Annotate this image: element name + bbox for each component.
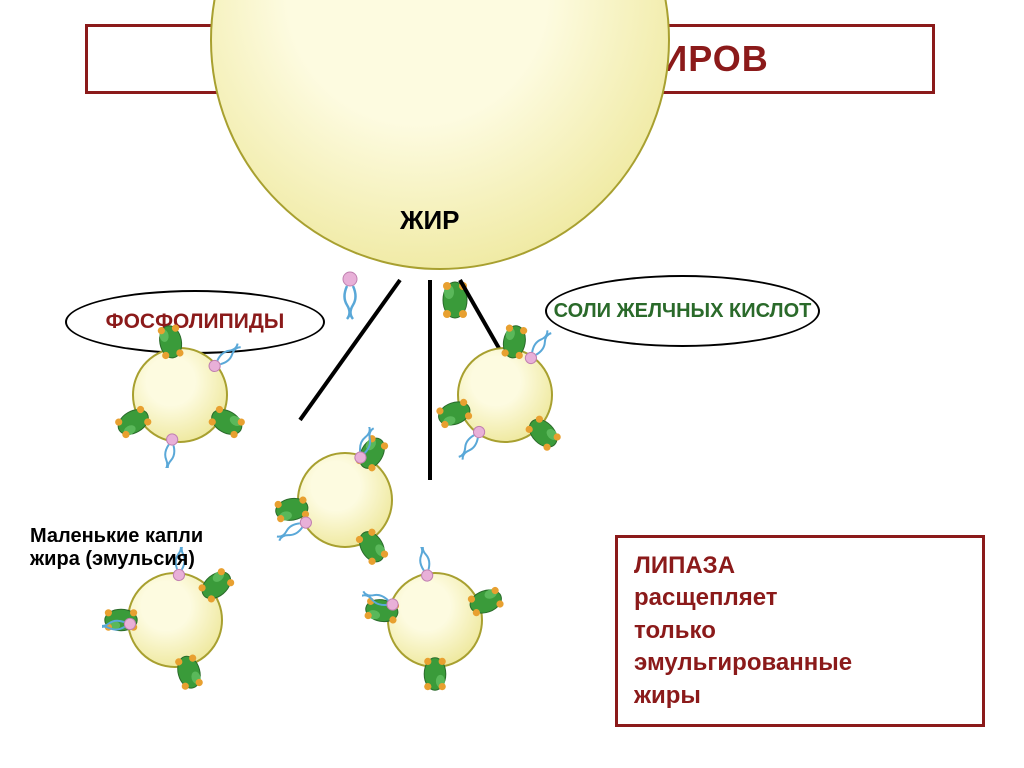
- bile-salt-label: СОЛИ ЖЕЛЧНЫХ КИСЛОТ: [545, 275, 820, 347]
- fat-label: ЖИР: [400, 205, 460, 236]
- lipase-line5: жиры: [634, 680, 966, 712]
- phospholipid-legend-icon: [330, 270, 370, 320]
- droplet: [362, 547, 508, 693]
- droplet: [432, 322, 578, 468]
- lipase-line3: только: [634, 615, 966, 647]
- droplet-decorations: [432, 322, 578, 468]
- emulsion-caption-line2: жира (эмульсия): [30, 548, 203, 571]
- droplet-decorations: [362, 547, 508, 693]
- lipase-line2: расщепляет: [634, 582, 966, 614]
- lipase-line4: эмульгированные: [634, 647, 966, 679]
- emulsion-caption-line1: Маленькие капли: [30, 525, 203, 548]
- lipase-info-box: ЛИПАЗА расщепляет только эмульгированные…: [615, 535, 985, 727]
- bile-salt-label-text: СОЛИ ЖЕЛЧНЫХ КИСЛОТ: [554, 299, 812, 323]
- droplet-decorations: [107, 322, 253, 468]
- emulsion-caption: Маленькие капли жира (эмульсия): [30, 525, 203, 571]
- lipase-line1: ЛИПАЗА: [634, 550, 966, 582]
- droplet: [107, 322, 253, 468]
